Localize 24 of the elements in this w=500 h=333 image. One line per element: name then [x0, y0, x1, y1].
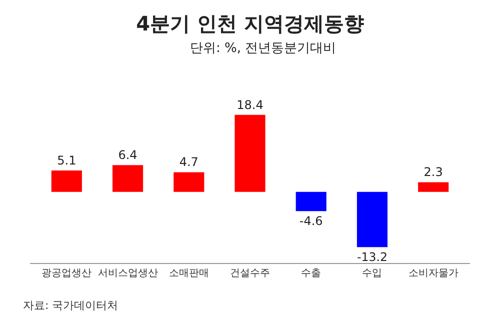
bar [296, 192, 326, 212]
text: 자료: 국가데이터처 [23, 299, 118, 312]
chart-subtitle: 단위: %, 전년동분기대비 [190, 41, 336, 56]
data-label: 2.3 [424, 165, 443, 180]
data-label: 5.1 [57, 154, 76, 168]
data-label: -13.2 [356, 250, 388, 264]
data-label: 18.4 [236, 98, 264, 112]
bar [356, 192, 388, 248]
bar [174, 172, 204, 192]
x-tick-label: 건설수주 [230, 268, 270, 279]
bar [418, 182, 449, 192]
x-tick-label: 서비스업생산 [98, 268, 158, 279]
data-label: 4.7 [179, 155, 198, 170]
x-tick-label: 수출 [301, 268, 322, 279]
bar [234, 114, 266, 192]
data-label: 6.4 [118, 148, 138, 162]
bar [112, 165, 144, 192]
data-label: -4.6 [299, 214, 323, 228]
bar [51, 170, 82, 192]
x-tick-label: 광공업생산 [42, 268, 92, 279]
x-tick-label: 소매판매 [168, 268, 209, 279]
x-tick-label: 수입 [362, 268, 382, 279]
x-tick-label: 소비자물가 [408, 268, 458, 279]
chart-title: 4분기 인천 지역경제동향 [136, 12, 364, 36]
